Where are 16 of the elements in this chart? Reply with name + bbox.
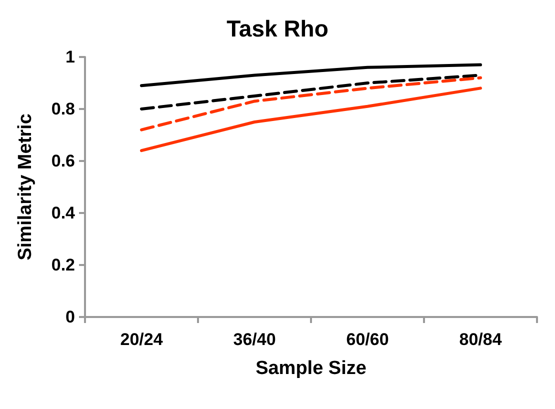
line-series bbox=[140, 86, 482, 152]
line-series bbox=[140, 76, 482, 132]
y-tick-label: 0 bbox=[66, 308, 75, 326]
x-tick-label: 36/40 bbox=[233, 330, 276, 349]
chart-title: Task Rho bbox=[226, 16, 328, 42]
y-tick-label: 1 bbox=[66, 48, 75, 66]
y-axis-title: Similarity Metric bbox=[15, 113, 36, 260]
x-axis-title: Sample Size bbox=[256, 358, 366, 379]
y-tick-label: 0.2 bbox=[51, 256, 75, 274]
y-tick-label: 0.8 bbox=[51, 100, 75, 118]
x-tick-label: 20/24 bbox=[120, 330, 164, 349]
y-tick-label: 0.4 bbox=[51, 204, 76, 222]
x-tick-label: 60/60 bbox=[346, 330, 389, 349]
line-series bbox=[140, 63, 482, 88]
y-tick-label: 0.6 bbox=[51, 152, 75, 170]
x-tick-label: 80/84 bbox=[459, 330, 502, 349]
